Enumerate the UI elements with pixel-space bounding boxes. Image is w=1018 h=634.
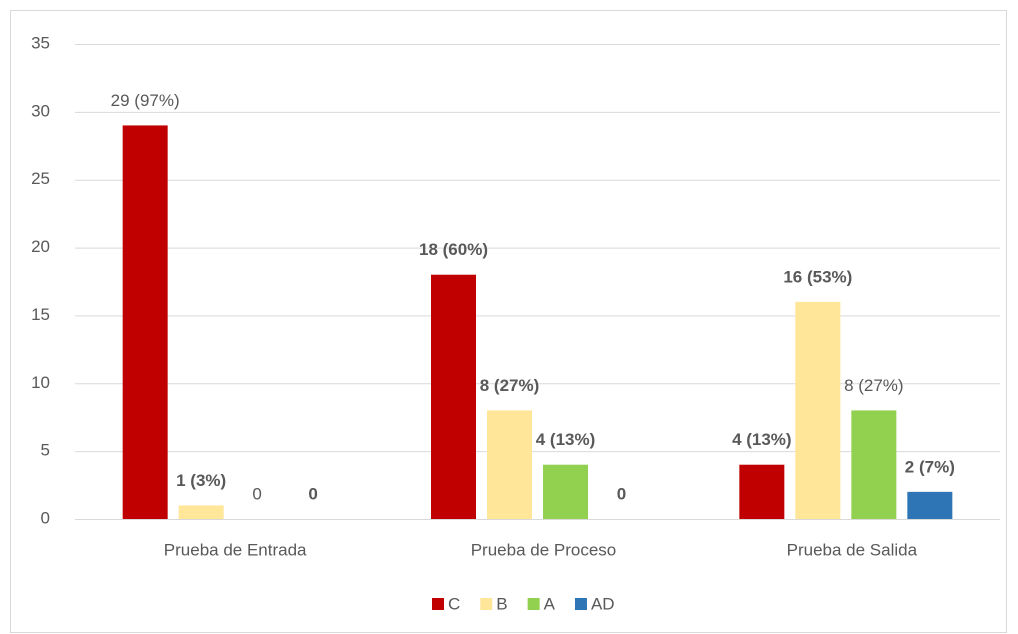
bar (122, 125, 168, 519)
bar (487, 410, 532, 519)
data-label: 4 (13%) (732, 430, 792, 449)
data-label: 0 (308, 484, 317, 503)
x-tick-label: Prueba de Proceso (471, 540, 617, 559)
bar (431, 274, 476, 519)
bar (795, 301, 841, 519)
legend-label: AD (591, 594, 615, 613)
x-tick-label: Prueba de Entrada (164, 540, 307, 559)
data-label: 2 (7%) (905, 457, 955, 476)
y-tick-label: 15 (31, 305, 50, 324)
legend-swatch (480, 598, 493, 610)
data-label: 18 (60%) (419, 240, 488, 259)
legend-swatch (574, 598, 587, 610)
data-label: 0 (252, 484, 261, 503)
chart-frame (10, 10, 1007, 633)
y-tick-label: 10 (31, 373, 50, 392)
data-label: 1 (3%) (176, 471, 226, 490)
y-tick-label: 25 (31, 169, 50, 188)
data-label: 16 (53%) (783, 267, 852, 286)
bar (543, 464, 588, 519)
bar (178, 505, 224, 519)
y-tick-label: 20 (31, 237, 50, 256)
bar (851, 410, 897, 519)
y-tick-label: 30 (31, 101, 50, 120)
legend-label: C (448, 594, 460, 613)
legend-swatch (527, 598, 540, 610)
y-tick-label: 35 (31, 33, 50, 52)
bar (907, 491, 953, 519)
data-label: 4 (13%) (536, 430, 596, 449)
legend-label: A (544, 594, 556, 613)
data-label: 0 (617, 484, 626, 503)
data-label: 29 (97%) (111, 91, 180, 110)
x-tick-label: Prueba de Salida (787, 540, 918, 559)
y-tick-label: 5 (41, 441, 50, 460)
y-tick-label: 0 (41, 508, 50, 527)
bar (739, 464, 785, 519)
data-label: 8 (27%) (480, 376, 540, 395)
legend-swatch (432, 598, 444, 610)
legend-label: B (496, 594, 507, 613)
data-label: 8 (27%) (844, 376, 904, 395)
